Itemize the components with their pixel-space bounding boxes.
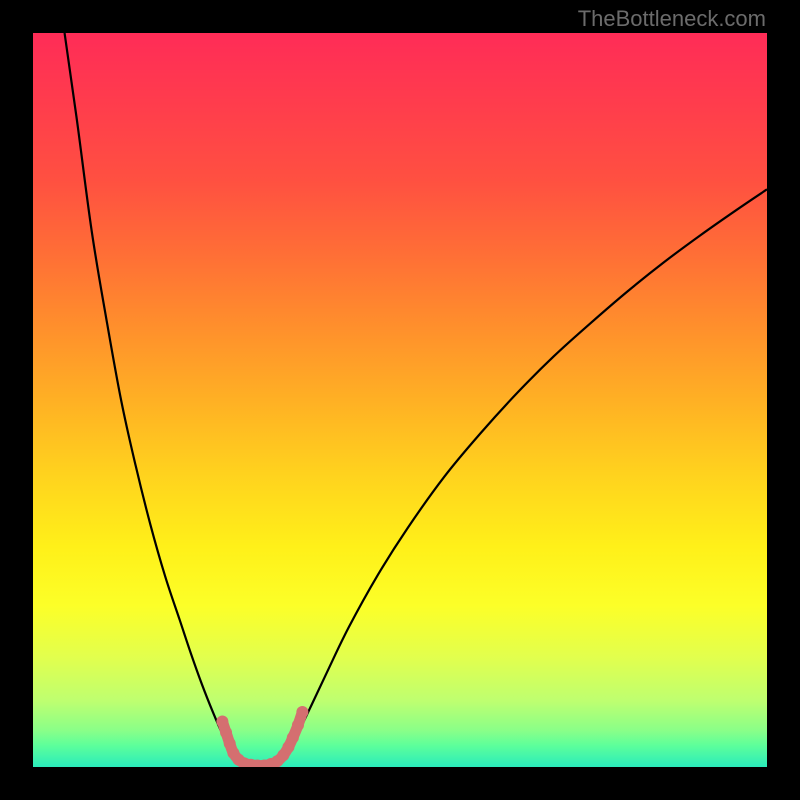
- curve-left-branch: [65, 33, 246, 767]
- curve-basin-dot: [292, 719, 304, 731]
- curve-basin-dot: [220, 727, 232, 739]
- watermark-text: TheBottleneck.com: [578, 6, 766, 32]
- chart-plot-area: [33, 33, 767, 767]
- curve-basin-dot: [287, 732, 299, 744]
- curve-basin-dot: [216, 715, 228, 727]
- chart-curve-layer: [33, 33, 767, 767]
- curve-basin-dot: [296, 706, 308, 718]
- curve-right-branch: [275, 189, 767, 767]
